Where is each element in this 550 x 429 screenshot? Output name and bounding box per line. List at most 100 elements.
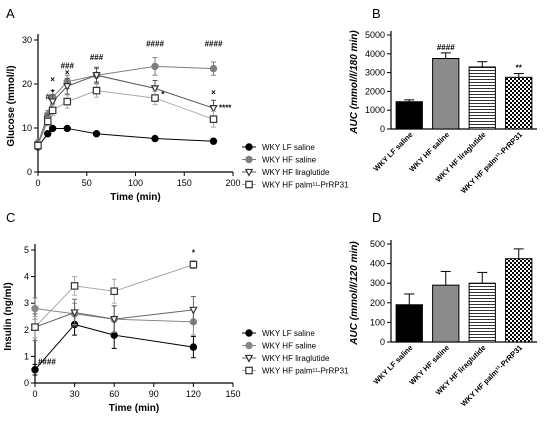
category-label: WKY HF palm¹¹-PrRP31 (459, 343, 524, 408)
data-point (92, 86, 101, 95)
legend-marker (245, 341, 253, 350)
panel-letter: D (372, 210, 381, 225)
data-point (63, 124, 71, 133)
data-point (151, 62, 159, 71)
significance-annotation: * (161, 90, 165, 99)
x-tick-label: 60 (109, 389, 119, 399)
data-point (34, 141, 42, 150)
significance-annotation: # (46, 92, 51, 101)
y-axis-label: AUC (mmol/l/180 min) (349, 30, 360, 135)
data-point (31, 304, 39, 313)
data-point (48, 106, 57, 115)
significance-annotation: #### (205, 40, 223, 49)
data-point (44, 130, 52, 138)
y-tick-label: 2 (24, 325, 29, 335)
panel-d-insulin-auc-chart: D 0 100 200 300 400 500 AUC (mmol/l/120 min) WKY… (349, 210, 537, 408)
data-point (63, 97, 72, 106)
y-tick-label: 3 (24, 298, 29, 308)
legend-label: WKY HF saline (262, 156, 317, 165)
legend-label: WKY LF saline (262, 329, 315, 338)
panel-letter: A (6, 6, 15, 21)
legend-label: WKY LF saline (262, 143, 315, 152)
bar (432, 58, 460, 130)
y-tick-label: 30 (22, 35, 32, 45)
y-tick-label: 300 (370, 278, 385, 288)
y-tick-label: 4000 (365, 49, 385, 59)
y-axis-label: AUC (mmol/l/120 min) (349, 241, 360, 346)
x-tick-label: 0 (32, 389, 37, 399)
significance-annotation: × (211, 88, 216, 97)
legend-label: WKY HF palm¹¹-PrRP31 (262, 181, 349, 190)
y-axis-label: Insulin (ng/ml) (3, 282, 14, 350)
data-point (151, 94, 159, 102)
legend-marker (245, 329, 253, 337)
significance-annotation: * (192, 248, 196, 257)
x-tick-label: 120 (186, 389, 201, 399)
series-line (34, 308, 194, 323)
data-point (189, 260, 198, 269)
data-point (92, 72, 101, 81)
data-point (110, 316, 119, 324)
y-tick-label: 5000 (365, 30, 385, 40)
data-point (48, 98, 57, 107)
y-tick-label: 0 (27, 167, 32, 177)
data-point (150, 85, 160, 94)
data-point (110, 287, 119, 296)
y-tick-label: 1 (24, 351, 29, 361)
data-point (70, 309, 79, 318)
data-point (31, 323, 39, 331)
data-point (48, 124, 57, 133)
y-tick-label: 4 (24, 272, 29, 282)
x-axis-label: Time (min) (110, 192, 160, 203)
significance-annotation: × (65, 68, 70, 77)
x-tick-label: 50 (82, 178, 92, 188)
data-point (151, 134, 159, 143)
y-axis-label: Glucose (mmol/l) (6, 65, 17, 146)
legend-marker (244, 354, 254, 363)
category-label: WKY HF palm¹¹-PrRP31 (459, 130, 524, 195)
significance-annotation: ** (516, 64, 523, 73)
data-point (31, 366, 39, 374)
significance-annotation: ### (90, 53, 104, 62)
y-tick-label: 100 (370, 317, 385, 327)
y-tick-label: 0 (24, 378, 29, 388)
x-tick-label: 100 (128, 178, 143, 188)
x-tick-label: 200 (225, 178, 240, 188)
panel-c-insulin-chart: C 0 1 2 3 4 5 0 30 60 90 120 150 Time (min) Insulin (n… (3, 210, 349, 414)
data-point (209, 137, 218, 145)
bar (468, 282, 496, 343)
y-tick-label: 0 (380, 337, 385, 347)
data-point (209, 115, 218, 124)
legend-marker (245, 180, 253, 189)
panel-letter: C (6, 210, 15, 225)
y-tick-label: 200 (370, 298, 385, 308)
legend-label: WKY HF liraglutide (262, 168, 330, 177)
data-point (92, 130, 101, 138)
x-tick-label: 90 (149, 389, 159, 399)
bar (505, 258, 533, 343)
legend-marker (245, 155, 253, 164)
data-point (189, 306, 198, 315)
bar (395, 101, 423, 130)
panel-b-glucose-auc-chart: B 0 1000 2000 3000 4000 5000 AUC (mmol/l/180 mi… (349, 6, 537, 195)
data-point (43, 117, 52, 126)
bar (395, 304, 423, 343)
y-tick-label: 0 (380, 124, 385, 134)
bar (468, 66, 496, 130)
series-line (34, 309, 194, 328)
y-tick-label: 10 (22, 123, 32, 133)
x-tick-label: 0 (35, 178, 40, 188)
significance-annotation: ### (61, 62, 75, 71)
legend-marker (244, 168, 254, 177)
legend-marker (245, 366, 253, 375)
series-line (34, 323, 194, 371)
bar (432, 284, 460, 343)
significance-annotation: × (50, 75, 55, 84)
panel-letter: B (372, 6, 381, 21)
legend-label: WKY HF saline (262, 342, 317, 351)
x-tick-label: 150 (177, 178, 192, 188)
x-axis-label: Time (min) (109, 403, 159, 414)
legend-label: WKY HF palm¹¹-PrRP31 (262, 367, 349, 376)
y-tick-label: 20 (22, 79, 32, 89)
y-tick-label: 3000 (365, 68, 385, 78)
